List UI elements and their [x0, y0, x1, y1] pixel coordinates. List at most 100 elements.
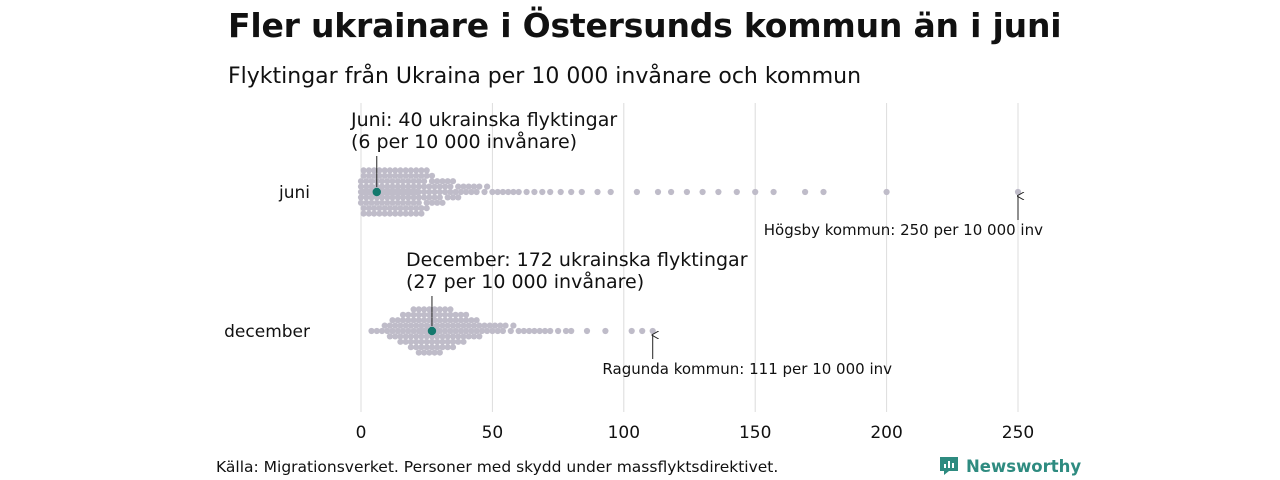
data-point	[476, 322, 483, 329]
data-point	[386, 322, 393, 329]
data-point	[654, 188, 662, 196]
data-point	[407, 167, 414, 174]
data-point	[386, 167, 393, 174]
data-point	[715, 188, 722, 196]
data-point	[418, 322, 425, 329]
data-point	[368, 327, 375, 335]
data-point	[402, 205, 409, 212]
data-point	[455, 338, 462, 345]
data-point	[389, 183, 396, 190]
data-point	[399, 194, 407, 201]
data-point	[421, 349, 428, 356]
category-label: december	[224, 322, 310, 342]
data-point	[410, 178, 417, 185]
data-point	[447, 306, 454, 313]
data-point	[378, 183, 386, 190]
data-point	[386, 205, 393, 212]
data-point	[460, 333, 467, 340]
max-annotation-label: Högsby kommun: 250 per 10 000 inv	[764, 221, 1043, 239]
highlight-point	[372, 187, 381, 197]
data-point	[526, 327, 533, 335]
data-point	[426, 349, 433, 356]
data-point	[426, 188, 433, 196]
data-point	[394, 317, 401, 324]
data-point	[376, 167, 383, 174]
data-point	[376, 205, 383, 212]
data-point	[421, 188, 428, 196]
data-point	[397, 322, 404, 329]
data-point	[594, 188, 601, 196]
data-point	[455, 183, 462, 190]
data-point	[413, 205, 420, 212]
data-point	[394, 327, 401, 335]
data-point	[421, 183, 428, 190]
data-point	[457, 188, 464, 196]
data-point	[439, 333, 446, 340]
data-point	[397, 167, 404, 174]
data-point	[436, 327, 443, 335]
data-point	[494, 188, 501, 196]
data-point	[397, 210, 404, 217]
data-point	[407, 210, 414, 217]
data-point	[376, 210, 383, 217]
data-point	[399, 183, 407, 190]
data-point	[523, 188, 530, 196]
data-point	[531, 188, 538, 196]
max-annotation-label: Ragunda kommun: 111 per 10 000 inv	[602, 360, 892, 378]
data-point	[460, 338, 467, 345]
data-point	[434, 199, 441, 206]
data-point	[397, 338, 404, 345]
data-point	[583, 327, 591, 335]
data-point	[510, 188, 517, 196]
data-point	[384, 178, 391, 185]
data-point	[489, 327, 496, 335]
data-point	[431, 183, 438, 190]
data-point	[410, 183, 417, 190]
data-point	[499, 188, 506, 196]
data-point	[373, 199, 380, 206]
data-point	[399, 178, 407, 185]
data-point	[489, 188, 496, 196]
data-point	[568, 327, 575, 335]
data-point	[431, 194, 438, 201]
data-point	[363, 178, 370, 185]
data-point	[365, 172, 372, 179]
data-point	[371, 210, 378, 217]
data-point	[507, 327, 514, 335]
data-point	[449, 344, 457, 351]
data-point	[363, 183, 370, 190]
data-point	[415, 349, 422, 356]
data-point	[452, 188, 459, 196]
data-point	[413, 167, 420, 174]
data-point	[402, 210, 409, 217]
data-point	[415, 178, 422, 185]
data-point	[413, 172, 420, 179]
data-point	[410, 194, 417, 201]
data-point	[428, 172, 436, 179]
data-point	[505, 188, 512, 196]
data-point	[392, 205, 399, 212]
data-point	[883, 188, 890, 196]
data-point	[733, 188, 740, 196]
data-point	[415, 317, 422, 324]
data-point	[460, 183, 467, 190]
data-point	[442, 317, 449, 324]
data-point	[426, 311, 433, 318]
data-point	[568, 188, 575, 196]
data-point	[457, 311, 464, 318]
data-point	[465, 333, 472, 340]
data-point	[407, 172, 414, 179]
data-point	[365, 205, 372, 212]
highlight-label: (6 per 10 000 invånare)	[351, 130, 577, 153]
data-point	[423, 167, 430, 174]
data-point	[415, 188, 422, 196]
data-point	[499, 327, 506, 335]
data-point	[481, 322, 488, 329]
data-point	[397, 172, 404, 179]
data-point	[515, 327, 522, 335]
data-point	[439, 322, 446, 329]
data-point	[607, 188, 614, 196]
data-point	[407, 338, 414, 345]
data-point	[436, 183, 443, 190]
data-point	[392, 210, 399, 217]
